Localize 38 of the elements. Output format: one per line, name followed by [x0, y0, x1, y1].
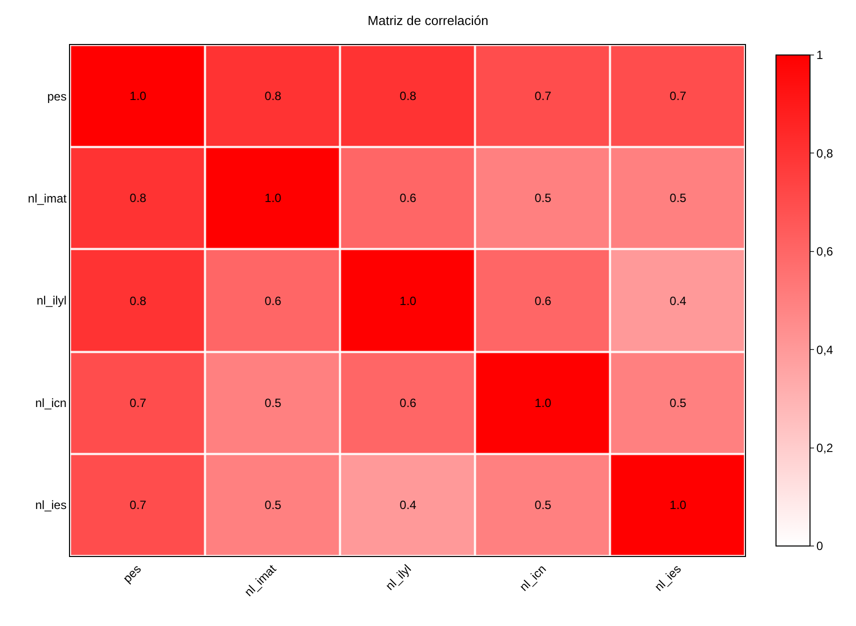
- data-label: 0.5: [534, 191, 552, 206]
- data-label: 0.7: [670, 89, 687, 104]
- color-bar-label: 0,2: [816, 441, 834, 455]
- color-bar-label: 0,8: [816, 146, 834, 160]
- data-label: 0.7: [130, 498, 147, 512]
- color-bar-label: 1: [816, 48, 824, 62]
- data-label: 0.5: [670, 396, 687, 410]
- data-label: 0.6: [400, 396, 417, 410]
- data-label: 1.0: [670, 498, 687, 512]
- color-bar-label: 0: [816, 539, 824, 554]
- y-tick-label: nl_imat: [28, 192, 68, 206]
- data-label: 0.4: [670, 294, 687, 308]
- color-bar-label: 0,4: [816, 342, 834, 357]
- data-label: 0.8: [130, 191, 147, 206]
- data-label: 0.8: [400, 89, 417, 104]
- data-label: 1.0: [130, 89, 147, 104]
- data-label: 0.5: [264, 396, 282, 410]
- data-label: 1.0: [400, 294, 417, 308]
- data-label: 0.7: [534, 89, 552, 104]
- data-label: 0.8: [264, 89, 282, 104]
- color-bar-label: 0,6: [816, 244, 834, 259]
- data-label: 0.4: [400, 498, 417, 512]
- data-label: 0.6: [264, 294, 282, 308]
- data-label: 0.5: [264, 498, 282, 512]
- data-label: 0.5: [670, 191, 687, 206]
- data-label: 0.8: [130, 294, 147, 308]
- data-label: 0.7: [130, 396, 147, 410]
- x-tick-label: pes: [120, 562, 144, 586]
- data-label: 1.0: [264, 191, 282, 206]
- y-tick-label: pes: [47, 89, 67, 104]
- y-tick-label: nl_ilyl: [36, 294, 67, 308]
- data-label: 0.5: [534, 498, 552, 512]
- chart-title: Matriz de correlación: [368, 12, 488, 28]
- data-label: 0.6: [534, 294, 552, 308]
- y-tick-label: nl_ies: [35, 498, 67, 512]
- y-tick-label: nl_icn: [35, 396, 67, 410]
- data-label: 0.6: [400, 191, 417, 206]
- data-label: 1.0: [534, 396, 552, 410]
